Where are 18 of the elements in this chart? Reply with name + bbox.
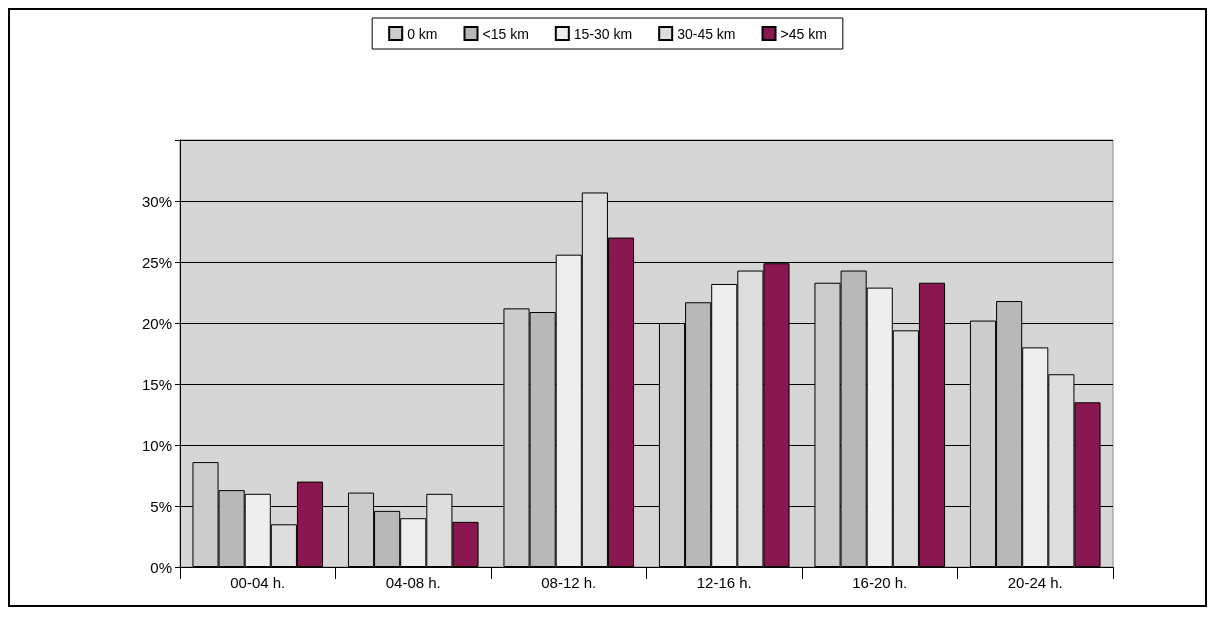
legend-label: 15-30 km [573, 25, 633, 42]
y-tick-label: 30% [141, 192, 172, 210]
legend-label: >45 km [780, 25, 827, 42]
legend-label: <15 km [482, 25, 529, 42]
y-tick-label: 20% [141, 314, 172, 332]
legend-label: 30-45 km [677, 25, 736, 42]
y-tick-label: 25% [141, 253, 172, 271]
y-tick-label: 15% [141, 375, 172, 393]
y-tick-label: 5% [150, 497, 172, 515]
x-tick-label: 04-08 h. [385, 574, 441, 591]
x-tick-label: 16-20 h. [852, 574, 908, 591]
x-tick-label: 08-12 h. [541, 574, 597, 591]
x-tick-label: 00-04 h. [230, 574, 286, 591]
y-tick-label: 0% [150, 558, 172, 576]
legend-label: 0 km [407, 25, 438, 42]
y-tick-label: 10% [141, 436, 172, 454]
x-tick-label: 12-16 h. [696, 574, 752, 591]
x-tick-label: 20-24 h. [1007, 574, 1063, 591]
